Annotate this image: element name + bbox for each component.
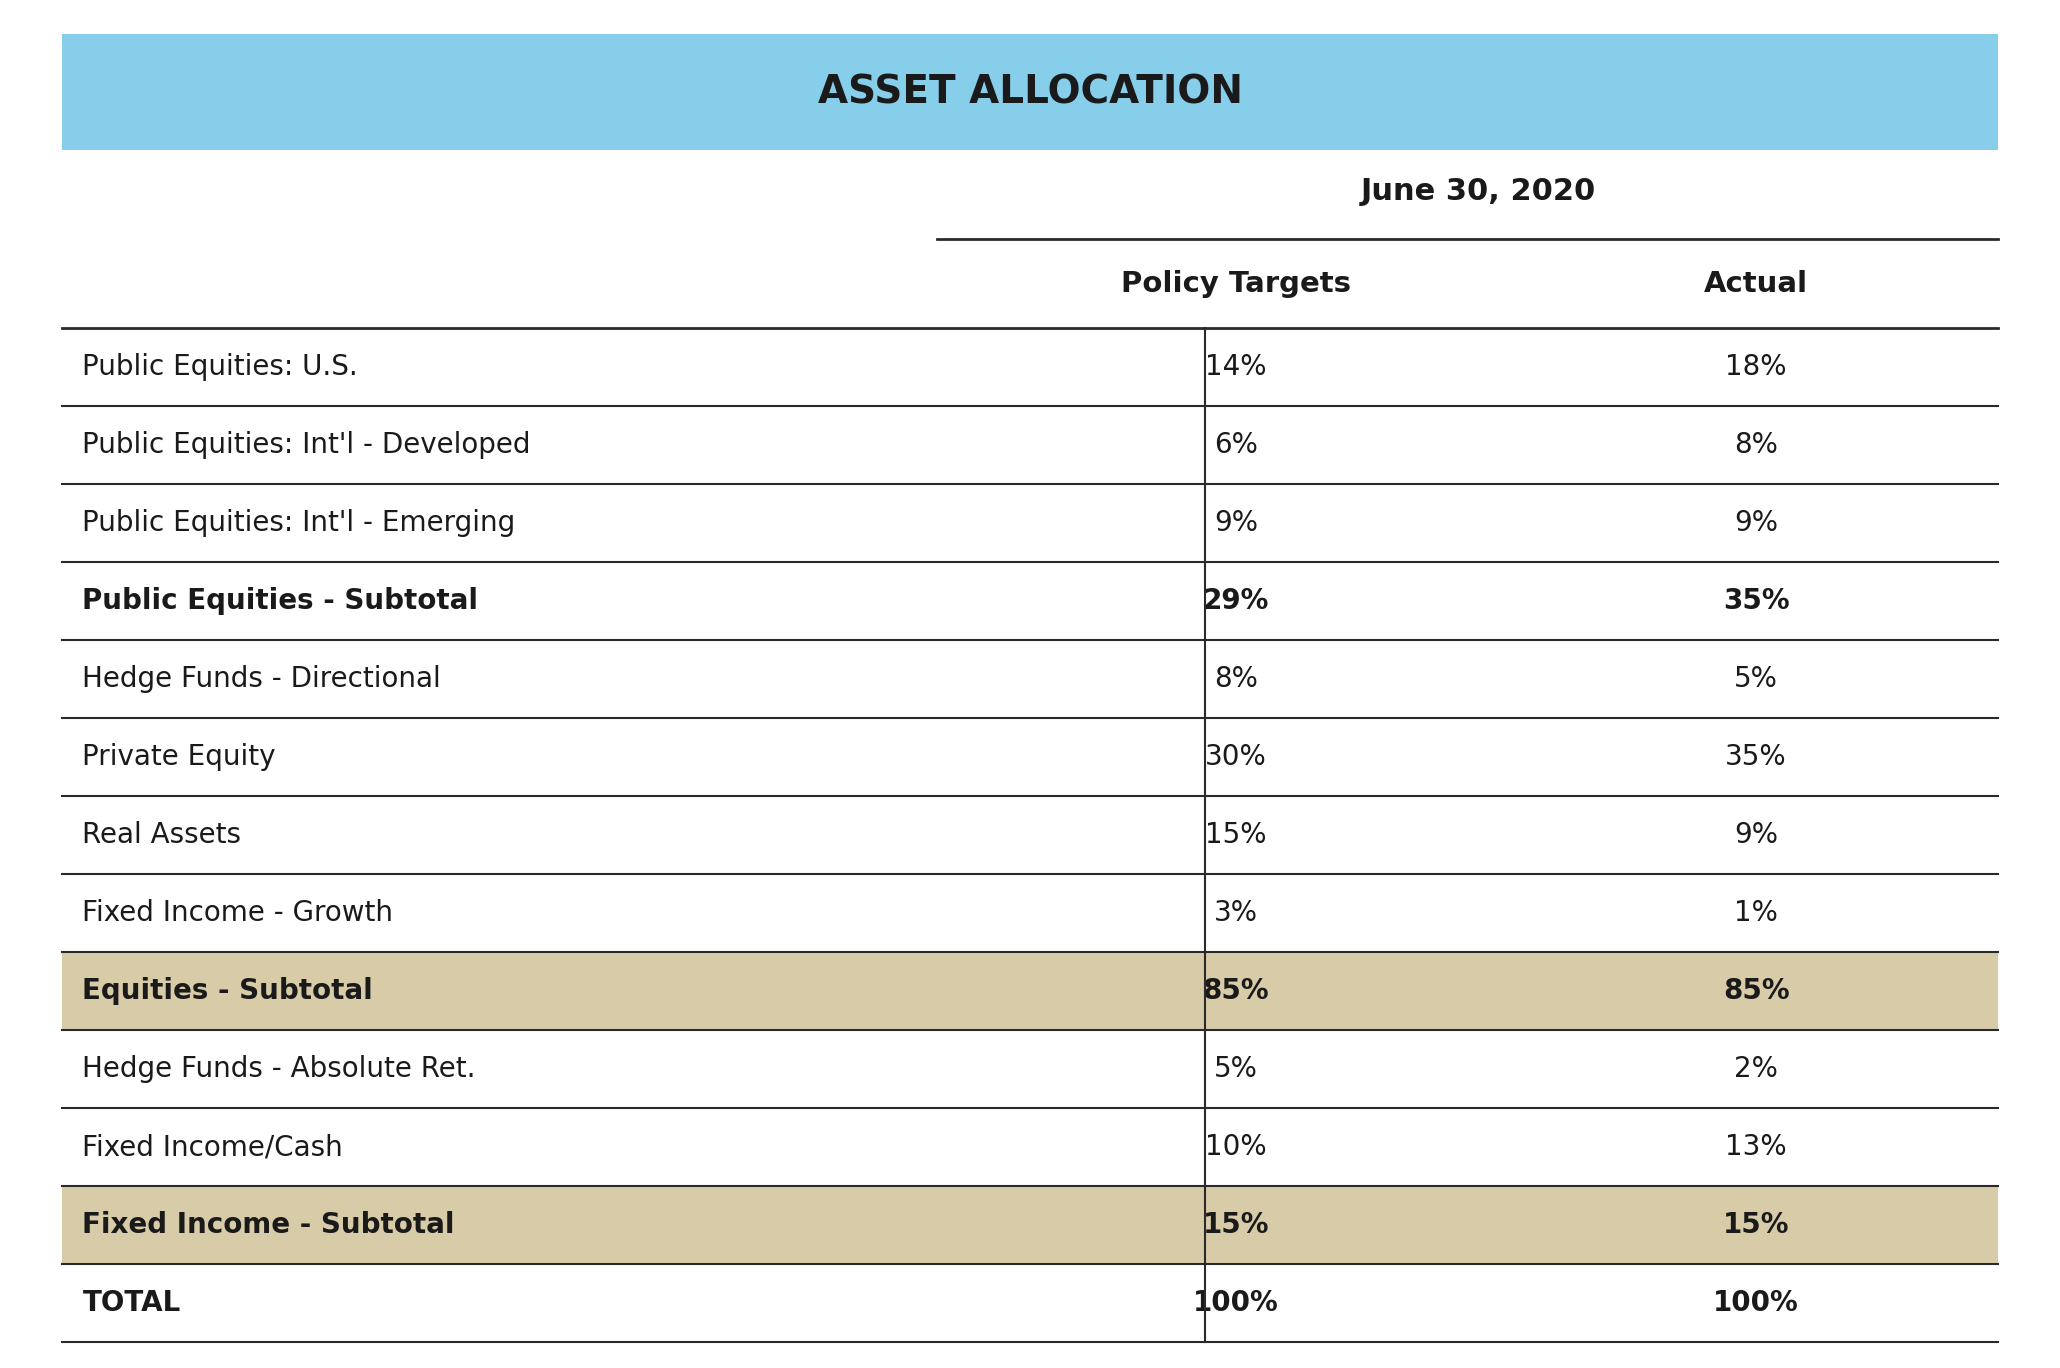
Text: 2%: 2% [1735,1055,1778,1083]
Text: TOTAL: TOTAL [82,1289,181,1317]
Text: Hedge Funds - Directional: Hedge Funds - Directional [82,665,441,694]
Text: 1%: 1% [1735,899,1778,928]
Text: 18%: 18% [1726,353,1786,382]
FancyBboxPatch shape [62,34,1998,150]
Text: 9%: 9% [1735,509,1778,538]
Text: Fixed Income - Subtotal: Fixed Income - Subtotal [82,1211,455,1239]
Text: 9%: 9% [1213,509,1259,538]
Text: Fixed Income - Growth: Fixed Income - Growth [82,899,393,928]
Text: Public Equities: Int'l - Emerging: Public Equities: Int'l - Emerging [82,509,515,538]
Text: 3%: 3% [1213,899,1259,928]
Text: 29%: 29% [1203,587,1269,616]
Text: Fixed Income/Cash: Fixed Income/Cash [82,1133,344,1161]
Text: 100%: 100% [1714,1289,1798,1317]
Text: ASSET ALLOCATION: ASSET ALLOCATION [818,74,1242,111]
Text: 5%: 5% [1735,665,1778,694]
Text: Public Equities: U.S.: Public Equities: U.S. [82,353,358,382]
Text: Private Equity: Private Equity [82,743,276,772]
FancyBboxPatch shape [62,1186,1998,1264]
Text: 35%: 35% [1722,587,1790,616]
Text: 14%: 14% [1205,353,1267,382]
Text: 9%: 9% [1735,821,1778,850]
Text: Actual: Actual [1704,269,1809,298]
Text: 8%: 8% [1213,665,1259,694]
Text: 85%: 85% [1722,977,1790,1005]
Text: 15%: 15% [1205,821,1267,850]
Text: 30%: 30% [1205,743,1267,772]
Text: 8%: 8% [1735,431,1778,460]
Text: 6%: 6% [1213,431,1259,460]
FancyBboxPatch shape [62,952,1998,1030]
Text: 15%: 15% [1722,1211,1790,1239]
Text: 15%: 15% [1203,1211,1269,1239]
Text: 13%: 13% [1726,1133,1786,1161]
Text: Public Equities: Int'l - Developed: Public Equities: Int'l - Developed [82,431,531,460]
Text: Equities - Subtotal: Equities - Subtotal [82,977,373,1005]
Text: 35%: 35% [1726,743,1786,772]
Text: Hedge Funds - Absolute Ret.: Hedge Funds - Absolute Ret. [82,1055,476,1083]
Text: 5%: 5% [1213,1055,1259,1083]
Text: 85%: 85% [1203,977,1269,1005]
Text: 100%: 100% [1193,1289,1279,1317]
Text: Policy Targets: Policy Targets [1121,269,1351,298]
Text: June 30, 2020: June 30, 2020 [1360,176,1596,207]
Text: Real Assets: Real Assets [82,821,241,850]
Text: Public Equities - Subtotal: Public Equities - Subtotal [82,587,478,616]
Text: 10%: 10% [1205,1133,1267,1161]
